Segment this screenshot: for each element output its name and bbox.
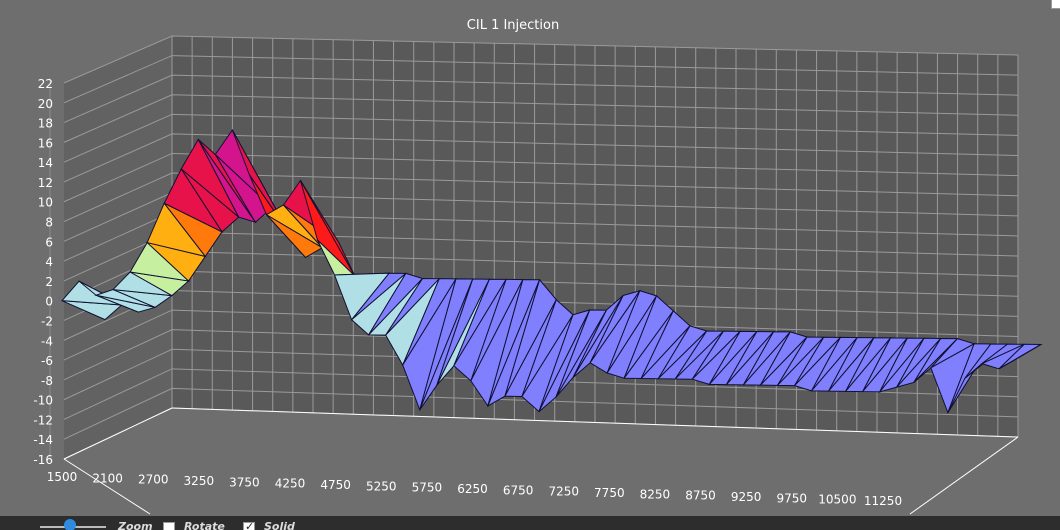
zoom-slider-thumb[interactable] bbox=[64, 519, 76, 530]
x-axis-ticks: 1500 2100 2700 3250 3750 4250 4750 5250 5750 6250… bbox=[47, 470, 902, 508]
surface-facet bbox=[998, 344, 1042, 370]
x-tick-label: 8250 bbox=[640, 487, 671, 501]
y-tick-label: -2 bbox=[41, 314, 53, 328]
x-tick-label: 2100 bbox=[92, 471, 123, 485]
chart-title: CIL 1 Injection bbox=[467, 18, 559, 33]
x-tick-label: 1500 bbox=[47, 470, 78, 484]
x-tick-label: 2700 bbox=[138, 473, 169, 487]
solid-checkbox[interactable]: ✓ bbox=[243, 520, 255, 530]
x-tick-label: 7250 bbox=[548, 485, 579, 499]
x-tick-label: 7750 bbox=[594, 486, 625, 500]
x-tick-label: 4750 bbox=[320, 478, 351, 492]
y-tick-label: -10 bbox=[33, 394, 53, 408]
y-tick-label: -4 bbox=[41, 334, 53, 348]
floor-edge bbox=[909, 436, 1019, 515]
y-tick-label: 2 bbox=[45, 275, 53, 289]
x-tick-label: 3750 bbox=[229, 475, 260, 489]
y-tick-label: 14 bbox=[38, 156, 53, 170]
controls-bar: Zoom Rotate ✓ Solid bbox=[0, 516, 1060, 530]
y-tick-label: 10 bbox=[38, 196, 53, 210]
floor-edge bbox=[171, 407, 1019, 438]
x-tick-label: 8750 bbox=[685, 489, 716, 503]
y-tick-label: -8 bbox=[41, 374, 53, 388]
x-tick-label: 3250 bbox=[184, 474, 215, 488]
y-tick-label: 4 bbox=[45, 255, 53, 269]
chart-area[interactable]: 22 20 18 16 14 12 10 8 6 4 2 0 -2 -4 -6 -8 -10 -12 -14 -16 … bbox=[0, 0, 1060, 516]
window-corner bbox=[1051, 0, 1060, 9]
y-tick-label: -16 bbox=[33, 453, 53, 467]
floor-edge bbox=[63, 458, 151, 515]
y-tick-label: 20 bbox=[38, 97, 53, 111]
x-tick-label: 6250 bbox=[457, 482, 488, 496]
x-tick-label: 5250 bbox=[366, 479, 397, 493]
y-tick-label: 12 bbox=[38, 176, 53, 190]
y-tick-label: -12 bbox=[33, 413, 53, 427]
surface-chart[interactable]: 2220181614121086420-2-4-6-8-10-12-14-16 … bbox=[0, 0, 1060, 516]
zoom-label: Zoom bbox=[118, 520, 153, 530]
y-tick-label: 18 bbox=[38, 117, 53, 131]
y-tick-label: -6 bbox=[41, 354, 53, 368]
x-tick-label: 9750 bbox=[777, 491, 808, 505]
x-tick-label: 10500 bbox=[818, 493, 856, 507]
check-icon: ✓ bbox=[245, 520, 255, 530]
side-wall bbox=[64, 36, 172, 459]
x-tick-label: 4250 bbox=[275, 477, 306, 491]
x-tick-label: 11250 bbox=[864, 494, 902, 508]
x-tick-label: 5750 bbox=[412, 481, 443, 495]
y-tick-label: 16 bbox=[38, 136, 53, 150]
x-tick-label: 9250 bbox=[731, 490, 762, 504]
y-tick-label: 6 bbox=[45, 235, 53, 249]
solid-label: Solid bbox=[264, 520, 295, 530]
rotate-checkbox[interactable] bbox=[163, 522, 175, 530]
surface-mesh bbox=[60, 129, 1043, 415]
x-tick-label: 6750 bbox=[503, 483, 534, 497]
y-tick-label: 8 bbox=[45, 216, 53, 230]
floor-edge bbox=[63, 407, 173, 460]
y-tick-label: 22 bbox=[38, 77, 53, 91]
rotate-label: Rotate bbox=[184, 520, 225, 530]
y-tick-label: 0 bbox=[45, 295, 53, 309]
y-tick-label: -14 bbox=[33, 433, 53, 447]
